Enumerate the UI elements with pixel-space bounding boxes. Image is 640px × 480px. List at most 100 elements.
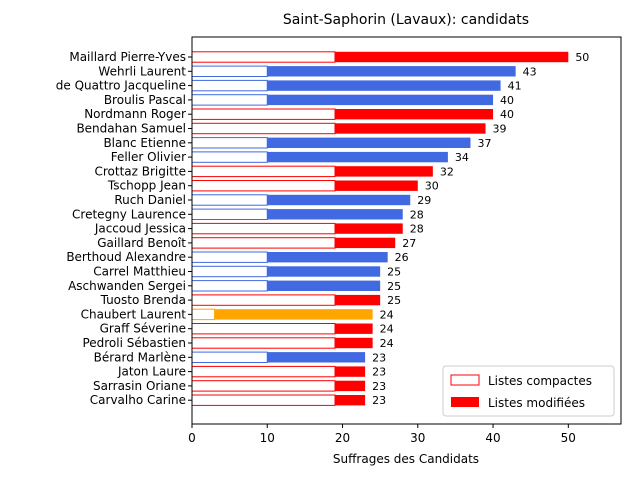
- y-tick-label: Gaillard Benoît: [97, 236, 186, 250]
- bar-compact: [191, 108, 336, 120]
- bar-compact: [191, 280, 268, 292]
- y-tick-label: Graff Séverine: [100, 322, 186, 336]
- data-label: 39: [493, 123, 507, 136]
- bar-compact: [191, 65, 268, 77]
- bar-compact: [191, 323, 336, 335]
- bar-modified: [335, 237, 396, 249]
- data-label: 23: [372, 351, 386, 364]
- bar-modified: [267, 280, 381, 291]
- bar-modified: [335, 395, 366, 406]
- bar-compact: [191, 194, 268, 206]
- data-label: 28: [410, 223, 424, 236]
- y-tick-label: Jaton Laure: [117, 365, 186, 379]
- bar-modified: [267, 252, 388, 263]
- bar-modified: [335, 109, 494, 120]
- y-tick-label: Wehrli Laurent: [98, 64, 186, 78]
- x-tick-label: 10: [260, 431, 275, 445]
- y-tick-label: Jaccoud Jessica: [94, 222, 186, 236]
- data-label: 24: [380, 337, 394, 350]
- y-tick-label: Bendahan Samuel: [76, 122, 186, 136]
- bar-compact: [191, 222, 336, 235]
- data-label: 37: [477, 137, 491, 150]
- data-label: 25: [387, 280, 401, 293]
- bar-compact: [191, 337, 336, 349]
- y-tick-label: Aschwanden Sergei: [68, 279, 186, 293]
- bar-modified: [267, 94, 494, 106]
- bar-compact: [191, 122, 336, 135]
- bar-modified: [335, 180, 418, 191]
- bar-compact: [191, 165, 336, 178]
- bar-modified: [214, 309, 373, 320]
- bar-compact: [191, 294, 336, 306]
- data-label: 32: [440, 165, 454, 178]
- bar-compact: [191, 394, 336, 406]
- y-tick-label: Crottaz Brigitte: [94, 164, 186, 178]
- data-label: 23: [372, 394, 386, 407]
- data-label: 24: [380, 308, 394, 321]
- legend-label-modified: Listes modifiées: [488, 396, 585, 410]
- y-tick-label: Tuosto Brenda: [100, 293, 186, 307]
- y-tick-label: Blanc Etienne: [103, 136, 186, 150]
- bar-modified: [267, 151, 448, 163]
- bar-modified: [267, 266, 381, 277]
- data-label: 24: [380, 323, 394, 336]
- bars-group: Maillard Pierre-Yves 50 Wehrli Laurent 43 de…: [56, 50, 590, 407]
- x-tick-label: 50: [561, 431, 576, 445]
- bar-compact: [191, 265, 268, 278]
- data-label: 26: [395, 251, 409, 264]
- y-tick-label: Tschopp Jean: [107, 179, 186, 193]
- x-tick-label: 0: [188, 431, 196, 445]
- bar-modified: [267, 209, 403, 220]
- bar-modified: [335, 166, 433, 177]
- data-label: 43: [523, 65, 537, 78]
- data-label: 30: [425, 180, 439, 193]
- bar-modified: [267, 137, 471, 148]
- bar-compact: [191, 180, 336, 192]
- data-label: 23: [372, 366, 386, 379]
- chart-title: Saint-Saphorin (Lavaux): candidats: [283, 12, 529, 28]
- bar-modified: [267, 194, 411, 206]
- legend-swatch-compact: [450, 374, 480, 386]
- bar-compact: [191, 365, 336, 378]
- data-label: 27: [402, 237, 416, 250]
- legend-box: [442, 365, 615, 417]
- bar-modified: [335, 380, 366, 392]
- y-tick-label: Nordmann Roger: [84, 107, 186, 121]
- bar-compact: [191, 51, 336, 63]
- y-tick-label: Broulis Pascal: [104, 93, 186, 107]
- data-label: 25: [387, 266, 401, 279]
- y-tick-label: Chaubert Laurent: [81, 307, 187, 321]
- data-label: 40: [500, 108, 514, 121]
- data-label: 23: [372, 380, 386, 393]
- y-tick-label: Berthoud Alexandre: [66, 250, 186, 264]
- bar-compact: [191, 251, 268, 263]
- data-label: 29: [417, 194, 431, 207]
- data-label: 28: [410, 208, 424, 221]
- bar-compact: [191, 237, 336, 249]
- y-tick-label: Ruch Daniel: [114, 193, 186, 207]
- data-label: 25: [387, 294, 401, 307]
- bar-compact: [191, 94, 268, 106]
- y-tick-label: Pedroli Sébastien: [82, 336, 186, 350]
- bar-modified: [335, 323, 373, 334]
- x-tick-label: 40: [485, 431, 500, 445]
- bar-compact: [191, 151, 268, 163]
- y-tick-label: Carvalho Carine: [90, 393, 186, 407]
- x-tick-label: 30: [410, 431, 425, 445]
- data-label: 40: [500, 94, 514, 107]
- y-tick-label: Cretegny Laurence: [72, 207, 186, 221]
- x-axis: 0 10 20 30 40 50: [188, 424, 576, 445]
- x-axis-label: Suffrages des Candidats: [333, 452, 479, 466]
- bar-modified: [335, 51, 569, 63]
- data-label: 41: [508, 80, 522, 93]
- bar-modified: [335, 223, 403, 234]
- bar-modified: [267, 352, 366, 363]
- bar-modified: [335, 123, 486, 134]
- bar-compact: [191, 308, 216, 321]
- bar-compact: [191, 380, 336, 392]
- bar-modified: [267, 66, 516, 77]
- data-label: 34: [455, 151, 469, 164]
- legend: Listes compactes Listes modifiées: [442, 365, 615, 417]
- data-label: 50: [575, 51, 589, 64]
